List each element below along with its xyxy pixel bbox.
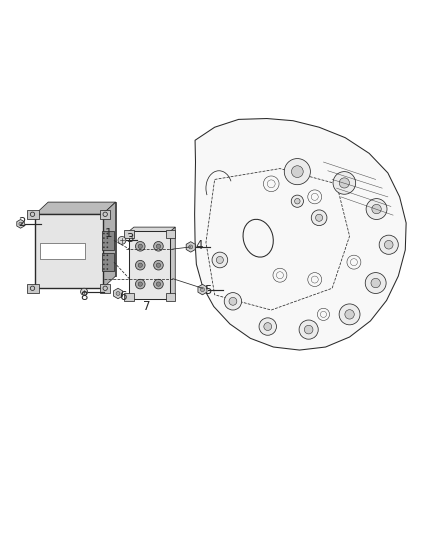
Circle shape	[201, 288, 205, 292]
Circle shape	[106, 259, 108, 261]
Circle shape	[264, 322, 272, 330]
Polygon shape	[113, 288, 123, 298]
Polygon shape	[100, 210, 110, 219]
Circle shape	[103, 259, 105, 261]
Circle shape	[138, 282, 142, 286]
Circle shape	[103, 237, 105, 239]
Circle shape	[135, 261, 145, 270]
Circle shape	[154, 241, 163, 251]
Circle shape	[156, 263, 161, 268]
Circle shape	[212, 252, 228, 268]
Circle shape	[371, 278, 380, 288]
Circle shape	[304, 325, 313, 334]
Circle shape	[135, 241, 145, 251]
Circle shape	[138, 244, 142, 248]
Circle shape	[345, 310, 354, 319]
Polygon shape	[129, 227, 175, 231]
Circle shape	[103, 254, 105, 256]
Circle shape	[216, 256, 223, 263]
Circle shape	[106, 237, 108, 239]
Text: 5: 5	[205, 284, 212, 297]
Circle shape	[333, 172, 356, 194]
Polygon shape	[102, 202, 116, 288]
Circle shape	[339, 304, 360, 325]
Circle shape	[291, 166, 303, 177]
Circle shape	[106, 263, 108, 265]
Circle shape	[339, 178, 350, 188]
Polygon shape	[35, 202, 116, 214]
Circle shape	[118, 237, 126, 244]
Circle shape	[106, 242, 108, 244]
Polygon shape	[102, 231, 114, 249]
Circle shape	[315, 214, 323, 221]
Circle shape	[103, 263, 105, 265]
Polygon shape	[124, 293, 134, 301]
Circle shape	[284, 158, 311, 184]
Polygon shape	[124, 230, 134, 238]
Circle shape	[106, 268, 108, 270]
Polygon shape	[129, 231, 170, 299]
Polygon shape	[170, 227, 175, 299]
Circle shape	[116, 292, 120, 295]
Polygon shape	[27, 284, 39, 293]
Circle shape	[81, 288, 88, 295]
Circle shape	[156, 244, 161, 248]
Circle shape	[103, 246, 105, 248]
Text: 4: 4	[196, 239, 203, 252]
Circle shape	[156, 282, 161, 286]
Circle shape	[103, 242, 105, 244]
Circle shape	[385, 240, 393, 249]
Polygon shape	[48, 202, 116, 276]
Text: 2: 2	[18, 216, 26, 230]
Text: 8: 8	[81, 289, 88, 303]
Circle shape	[259, 318, 276, 335]
Polygon shape	[186, 241, 195, 252]
Polygon shape	[102, 253, 114, 271]
Text: 6: 6	[120, 289, 127, 303]
Circle shape	[372, 204, 381, 214]
Polygon shape	[35, 214, 102, 288]
Polygon shape	[27, 210, 39, 219]
Circle shape	[189, 245, 193, 249]
Text: 7: 7	[143, 300, 151, 313]
Circle shape	[154, 261, 163, 270]
Circle shape	[291, 195, 304, 207]
Circle shape	[106, 246, 108, 248]
Polygon shape	[194, 118, 406, 350]
Circle shape	[106, 233, 108, 235]
Circle shape	[103, 268, 105, 270]
Polygon shape	[40, 244, 85, 259]
Circle shape	[366, 199, 387, 220]
Circle shape	[224, 293, 242, 310]
Polygon shape	[100, 284, 110, 293]
Circle shape	[365, 272, 386, 294]
Circle shape	[138, 263, 142, 268]
Text: 1: 1	[104, 228, 112, 240]
Polygon shape	[17, 220, 24, 228]
Circle shape	[299, 320, 318, 339]
Circle shape	[103, 233, 105, 235]
Circle shape	[379, 235, 398, 254]
Text: 3: 3	[126, 232, 134, 245]
Polygon shape	[166, 293, 175, 301]
Circle shape	[229, 297, 237, 305]
Polygon shape	[198, 284, 207, 295]
Circle shape	[106, 254, 108, 256]
Circle shape	[154, 279, 163, 289]
Circle shape	[135, 279, 145, 289]
Circle shape	[311, 210, 327, 225]
Polygon shape	[166, 230, 175, 238]
Circle shape	[295, 198, 300, 204]
Circle shape	[19, 222, 22, 225]
